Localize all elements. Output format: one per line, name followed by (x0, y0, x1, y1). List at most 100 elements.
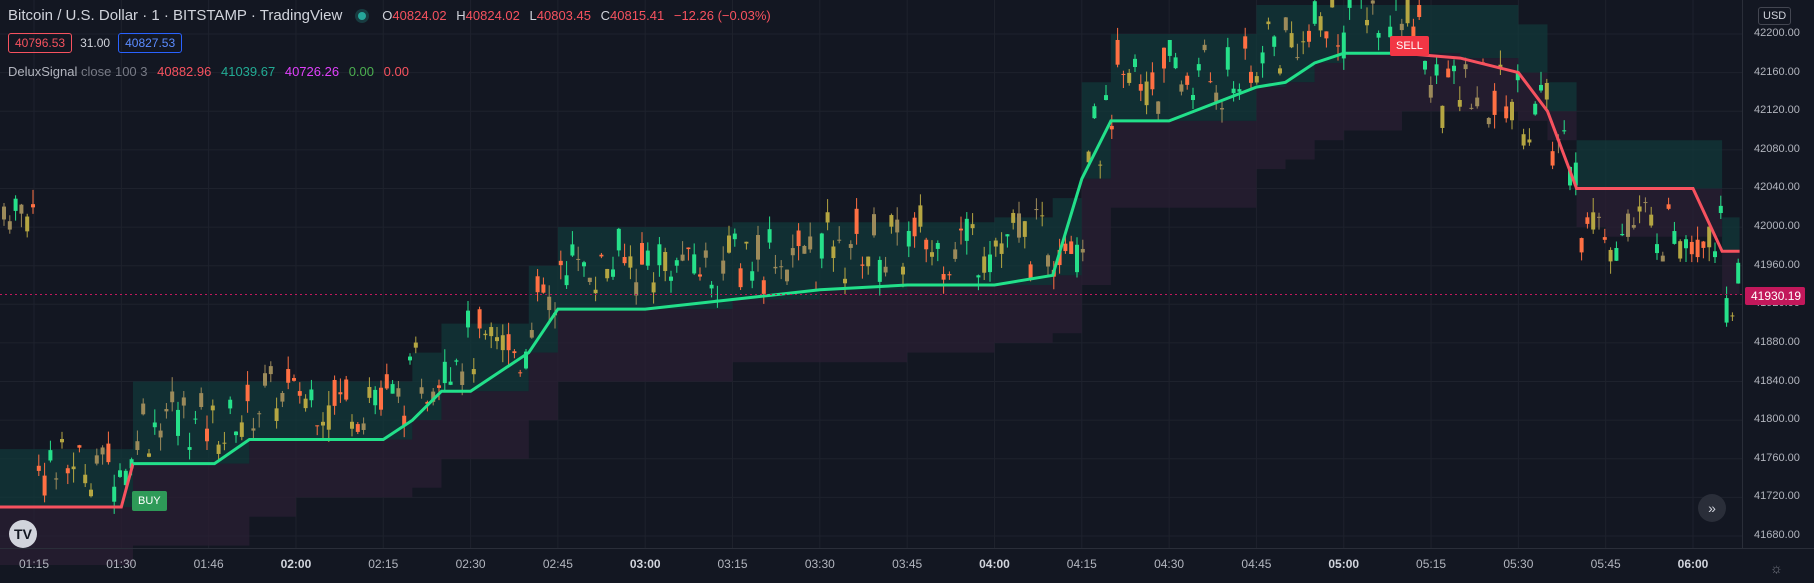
scroll-to-realtime-icon[interactable]: » (1698, 494, 1726, 522)
signal-line-down (1401, 51, 1740, 253)
candle-body (373, 389, 378, 406)
candle-body (703, 250, 708, 258)
indicator-value-1: 40882.96 (157, 64, 212, 79)
candle-body (819, 233, 824, 259)
candle-body (1510, 101, 1514, 121)
candle-body (1237, 89, 1242, 92)
candle-body (442, 361, 447, 384)
candle-body (889, 215, 894, 227)
candle-body (1399, 23, 1404, 31)
price-tick-label: 41800.00 (1754, 413, 1800, 426)
candle-body (761, 280, 766, 294)
candle-body (1643, 202, 1648, 204)
candle-body (1162, 47, 1166, 69)
candle-body (686, 247, 691, 250)
tradingview-logo-icon[interactable]: TV (9, 520, 37, 548)
indicator-legend[interactable]: DeluxSignal close 100 3 40882.96 41039.6… (8, 64, 415, 79)
candle-body (1701, 241, 1706, 248)
time-tick-label: 05:15 (1416, 557, 1447, 571)
candle-body (1283, 17, 1288, 31)
candle-body (257, 413, 262, 415)
candle-body (297, 391, 302, 396)
indicator-name[interactable]: DeluxSignal (8, 64, 78, 79)
symbol-title[interactable]: Bitcoin / U.S. Dollar · 1 · BITSTAMP · T… (8, 7, 343, 24)
candle-body (1376, 33, 1381, 38)
candle-body (147, 453, 151, 457)
candle-body (94, 455, 99, 464)
upper-band-fill (0, 5, 1740, 508)
candle-body (964, 218, 969, 241)
candle-body (976, 275, 981, 278)
candle-body (1063, 243, 1068, 252)
low-label: L (529, 8, 537, 23)
high-label: H (456, 8, 466, 23)
candle-body (750, 271, 755, 281)
candle-body (1243, 36, 1248, 49)
candle-body (837, 239, 842, 241)
candle-body (1585, 217, 1590, 224)
candle-body (123, 470, 128, 486)
candle-body (831, 246, 836, 259)
time-tick-label: 01:30 (106, 557, 137, 571)
candle-body (727, 235, 731, 253)
candle-body (634, 282, 639, 296)
last-price-label: 41930.19 (1745, 287, 1806, 305)
candle-body (419, 387, 424, 394)
candle-body (877, 259, 882, 282)
candle-body (228, 399, 233, 409)
candle-body (48, 450, 53, 461)
indicator-value-3: 40726.26 (284, 64, 340, 79)
candle-body (1115, 39, 1120, 65)
candle-body (1005, 234, 1010, 237)
candle-body (1695, 239, 1700, 258)
candle-body (924, 239, 929, 250)
candle-body (1231, 88, 1236, 94)
candle-body (1214, 92, 1219, 102)
time-tick-label: 01:46 (193, 557, 224, 571)
candle-body (1254, 76, 1259, 83)
candle-body (268, 366, 273, 375)
candle-body (1591, 212, 1596, 230)
candle-body (756, 235, 760, 260)
sell-price-button[interactable]: 40796.53 (8, 33, 73, 53)
candle-body (1475, 97, 1480, 107)
candle-body (361, 423, 366, 430)
candle-body (292, 378, 296, 381)
price-tick-label: 42160.00 (1754, 65, 1800, 78)
candle-body (953, 249, 958, 259)
currency-selector[interactable]: USD (1758, 7, 1792, 25)
buy-price-button[interactable]: 40827.53 (118, 33, 183, 53)
time-tick-label: 04:45 (1241, 557, 1272, 571)
candle-body (1347, 0, 1352, 8)
candle-body (767, 229, 772, 243)
candle-body (193, 418, 198, 420)
candle-body (587, 277, 592, 283)
candle-body (599, 254, 604, 257)
candle-body (1718, 205, 1723, 214)
settings-icon[interactable]: ☼ (1770, 560, 1783, 576)
candle-body (1527, 139, 1532, 143)
candle-body (303, 398, 308, 409)
price-axis[interactable] (1742, 0, 1814, 548)
candle-body (1411, 26, 1416, 44)
candle-body (808, 236, 813, 250)
candle-body (1486, 117, 1491, 125)
candle-body (454, 360, 459, 362)
candle-body (1208, 81, 1213, 83)
candle-body (930, 252, 934, 257)
candle-body (1034, 209, 1039, 211)
candle-body (721, 260, 726, 274)
time-axis[interactable] (0, 548, 1814, 583)
high-value: 40824.02 (465, 8, 520, 23)
candle-body (181, 397, 186, 406)
candle-body (883, 266, 888, 273)
price-tick-label: 41880.00 (1754, 335, 1800, 348)
candle-body (593, 289, 598, 294)
candle-body (1608, 249, 1613, 262)
candle-body (1539, 84, 1543, 91)
time-tick-label: 05:30 (1503, 557, 1534, 571)
candle-body (367, 387, 372, 398)
market-status-icon[interactable] (358, 11, 367, 20)
